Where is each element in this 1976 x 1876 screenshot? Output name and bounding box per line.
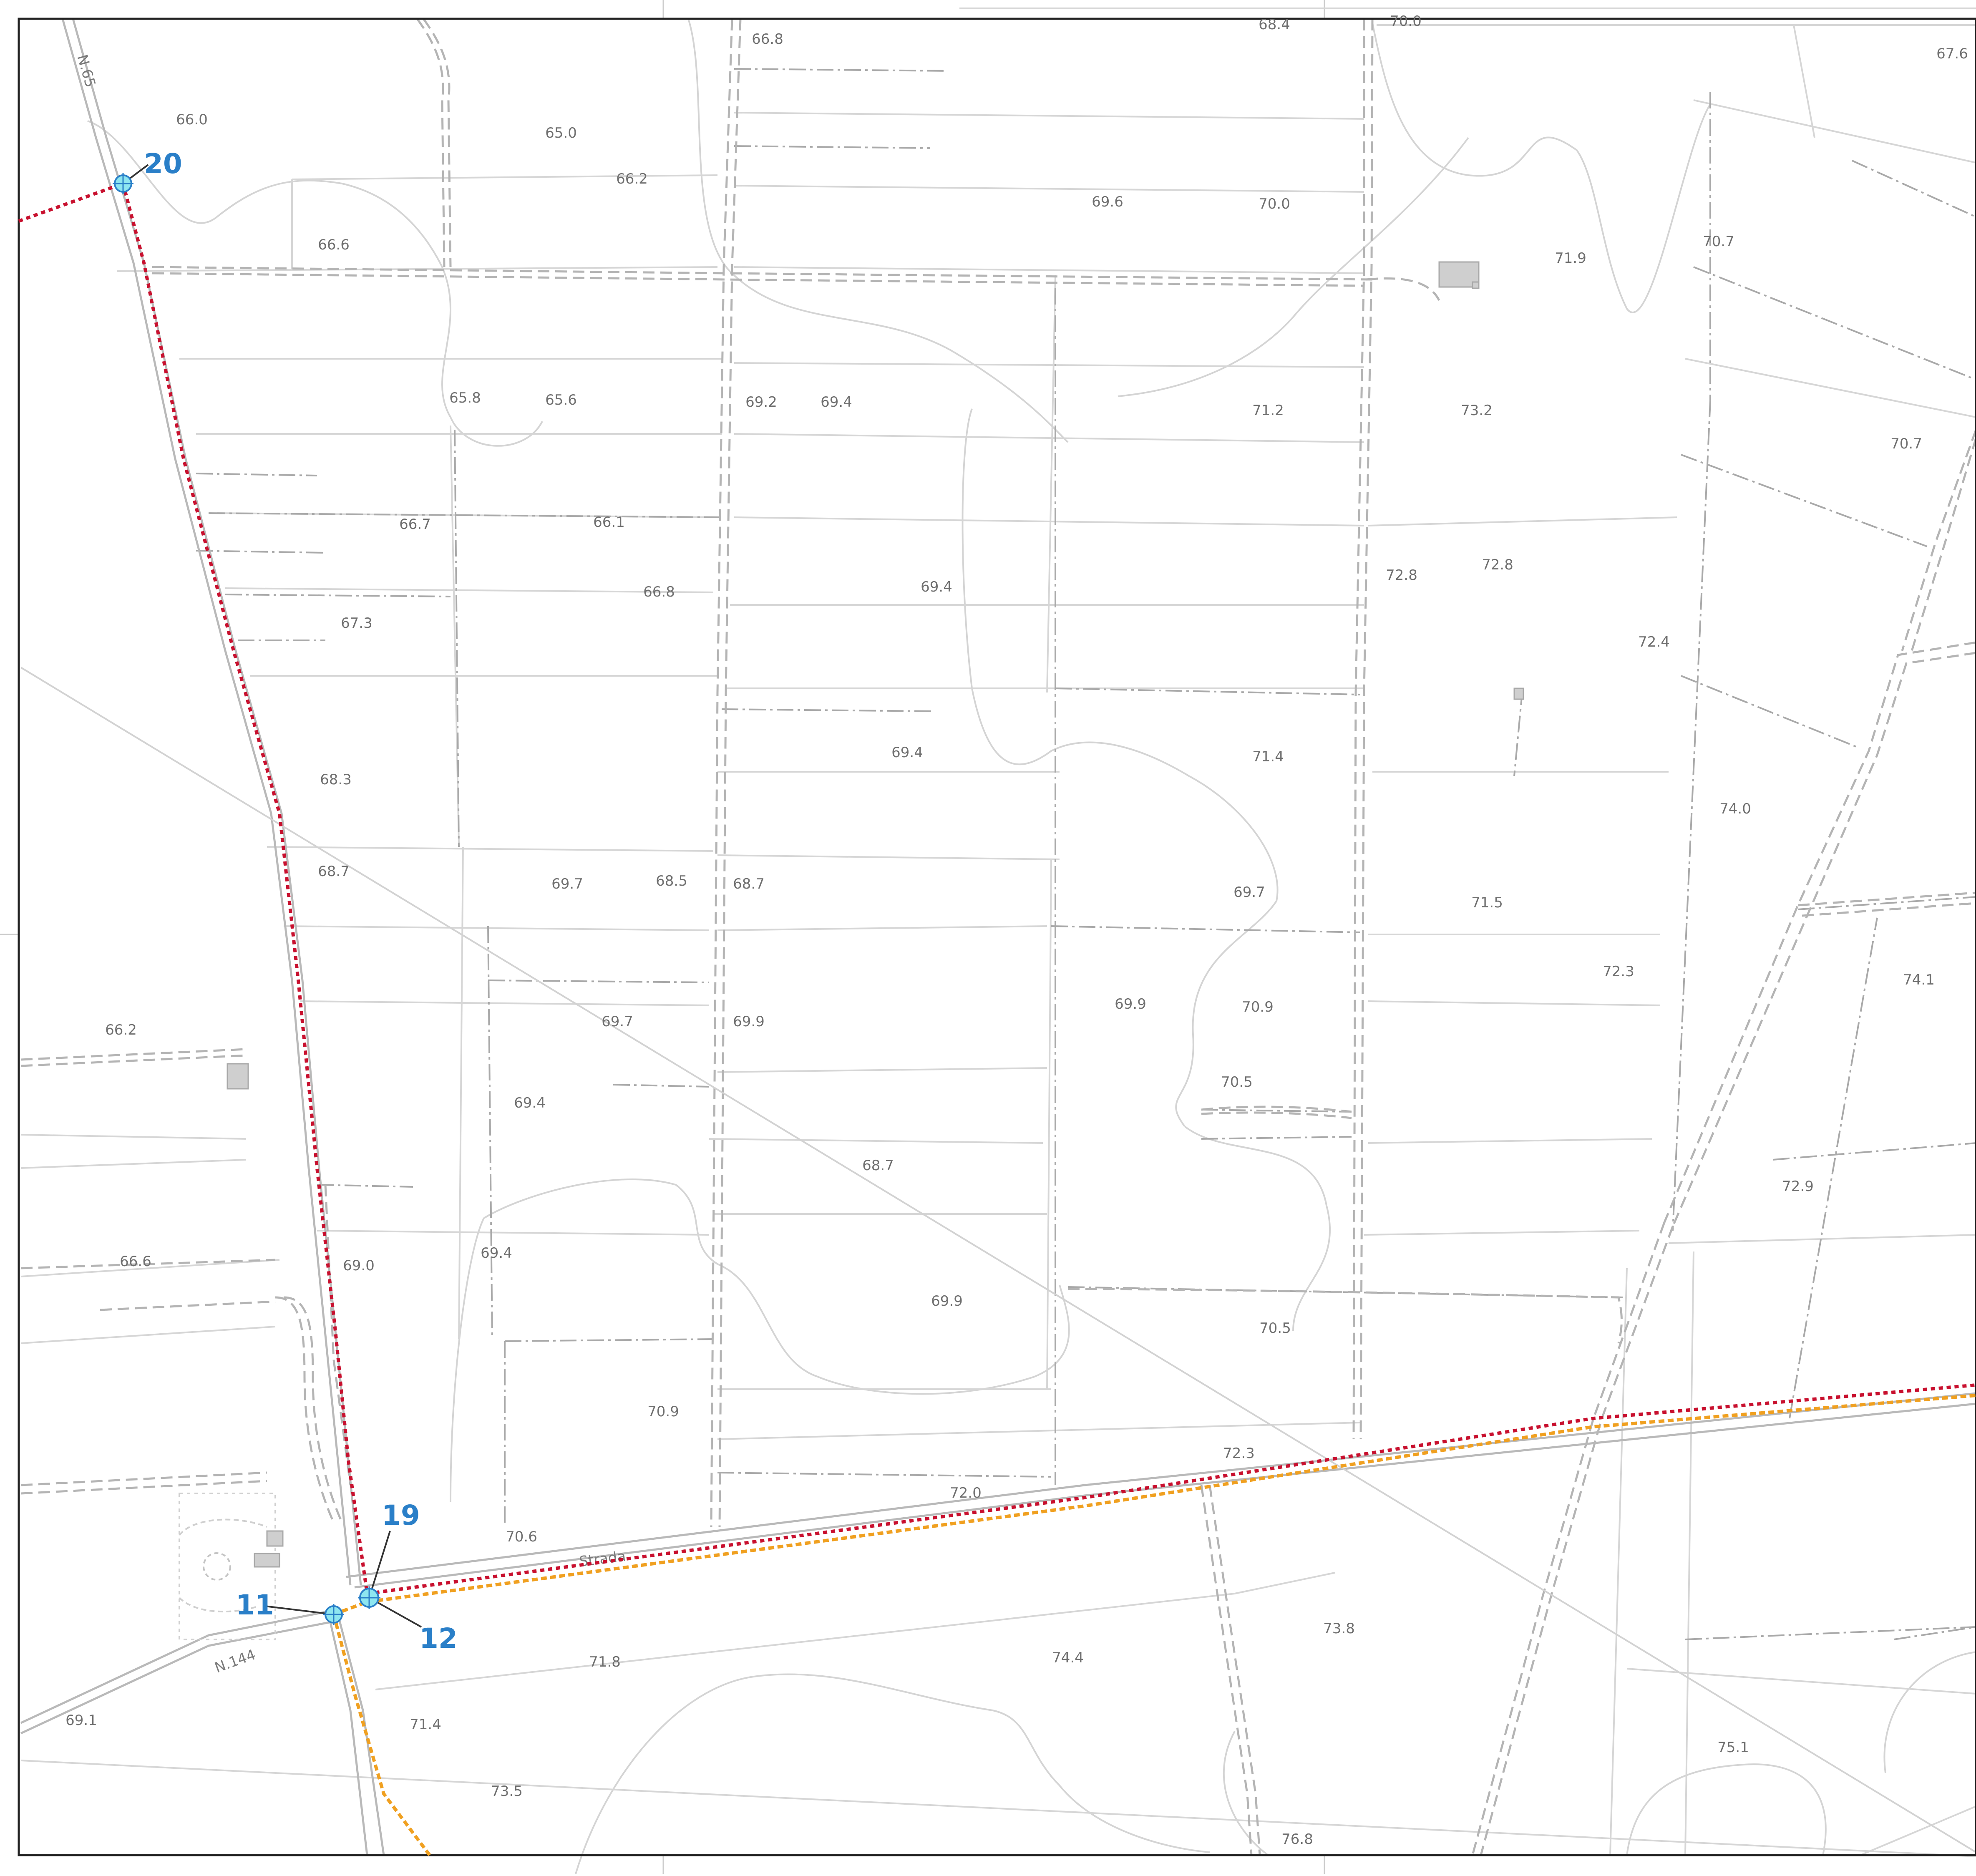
node-11[interactable]: 11 <box>236 1589 344 1625</box>
elevation-label: 75.1 <box>1717 1739 1749 1756</box>
boundary-lines <box>196 68 1976 1640</box>
elevation-label: 69.4 <box>481 1245 512 1262</box>
elevation-label: 70.0 <box>1390 13 1422 30</box>
elevation-label: 68.7 <box>733 876 765 892</box>
elevation-label: 66.6 <box>120 1253 151 1270</box>
elevation-label: 68.7 <box>318 863 350 880</box>
elevation-label: 70.5 <box>1221 1074 1253 1090</box>
node-12[interactable]: 12 <box>419 1622 458 1654</box>
elevation-label: 70.0 <box>1259 196 1290 212</box>
node-19[interactable]: 19 <box>358 1499 420 1609</box>
elevation-label: 67.3 <box>341 615 373 632</box>
elevation-label: 68.7 <box>862 1157 894 1174</box>
elevation-labels: 68.4 70.0 66.8 67.6 66.0 65.0 66.2 69.6 70.0 70.7… <box>65 13 1968 1848</box>
routes <box>18 181 1976 1856</box>
elevation-label: 71.4 <box>410 1716 441 1733</box>
elevation-label: 69.9 <box>1115 996 1146 1012</box>
elevation-label: 69.7 <box>602 1013 633 1030</box>
survey-line <box>20 667 1976 1853</box>
elevation-label: 69.4 <box>514 1095 546 1111</box>
elevation-label: 66.8 <box>752 31 783 48</box>
main-roads <box>20 18 1976 1856</box>
elevation-label: 72.9 <box>1782 1178 1814 1195</box>
elevation-label: 73.2 <box>1461 402 1493 419</box>
elevation-label: 69.6 <box>1092 194 1123 210</box>
node-20[interactable]: 20 <box>113 148 182 194</box>
elevation-label: 71.2 <box>1252 402 1284 419</box>
node-label-12: 12 <box>419 1622 458 1654</box>
elevation-label: 68.5 <box>656 873 687 889</box>
elevation-label: 71.8 <box>589 1654 621 1670</box>
elevation-label: 73.5 <box>491 1783 523 1800</box>
elevation-label: 69.7 <box>551 876 583 892</box>
elevation-label: 69.1 <box>65 1712 97 1729</box>
elevation-label: 70.9 <box>647 1403 679 1420</box>
elevation-label: 68.3 <box>320 771 352 788</box>
route-red[interactable] <box>18 181 1976 1596</box>
elevation-label: 74.0 <box>1719 801 1751 817</box>
elevation-label: 69.4 <box>891 744 923 761</box>
elevation-label: 76.8 <box>1281 1831 1313 1848</box>
elevation-label: 69.9 <box>931 1293 963 1309</box>
buildings <box>227 261 1524 1568</box>
elevation-label: 66.2 <box>105 1022 137 1038</box>
elevation-label: 69.4 <box>921 579 952 595</box>
elevation-label: 65.8 <box>449 390 481 406</box>
elevation-label: 69.9 <box>733 1013 765 1030</box>
elevation-label: 69.0 <box>343 1257 375 1274</box>
roundabout <box>179 1493 276 1640</box>
elevation-label: 69.7 <box>1233 884 1265 901</box>
elevation-label: 72.8 <box>1386 567 1417 584</box>
node-label-11: 11 <box>236 1589 274 1621</box>
elevation-label: 66.1 <box>593 514 625 531</box>
elevation-label: 70.9 <box>1242 999 1274 1015</box>
elevation-label: 72.0 <box>950 1485 982 1501</box>
route-orange-south[interactable] <box>332 1614 431 1856</box>
elevation-label: 70.7 <box>1703 233 1734 250</box>
elevation-label: 66.7 <box>399 516 431 533</box>
elevation-label: 66.0 <box>176 111 208 128</box>
elevation-label: 66.6 <box>318 237 350 253</box>
elevation-label: 70.6 <box>506 1528 537 1545</box>
elevation-label: 70.5 <box>1259 1320 1291 1337</box>
elevation-label: 69.4 <box>821 394 852 410</box>
elevation-label: 66.2 <box>616 171 648 187</box>
elevation-label: 66.8 <box>643 584 675 600</box>
elevation-label: 70.7 <box>1890 436 1922 452</box>
contour-lines <box>87 18 1976 1874</box>
elevation-label: 72.3 <box>1603 963 1634 980</box>
sheet-frame <box>18 18 1976 1856</box>
elevation-label: 71.5 <box>1471 894 1503 911</box>
node-label-19: 19 <box>382 1499 420 1531</box>
sheet-ticks <box>0 0 1325 1874</box>
elevation-label: 73.8 <box>1323 1620 1355 1637</box>
elevation-label: 65.0 <box>545 125 577 141</box>
farm-tracks <box>20 18 1976 1856</box>
elevation-label: 74.1 <box>1903 972 1935 988</box>
parcel-lines <box>20 8 1976 1857</box>
elevation-label: 72.3 <box>1223 1445 1255 1462</box>
elevation-label: 65.6 <box>545 392 577 408</box>
elevation-label: 71.9 <box>1555 250 1586 267</box>
elevation-label: 71.4 <box>1252 748 1284 765</box>
route-orange[interactable] <box>333 1394 1976 1616</box>
elevation-label: 69.2 <box>745 394 777 410</box>
elevation-label: 74.4 <box>1052 1649 1084 1666</box>
elevation-label: 67.6 <box>1936 45 1968 62</box>
elevation-label: 72.8 <box>1482 557 1513 573</box>
elevation-label: 68.4 <box>1259 16 1290 33</box>
elevation-label: 72.4 <box>1638 634 1670 650</box>
node-label-20: 20 <box>144 148 182 180</box>
